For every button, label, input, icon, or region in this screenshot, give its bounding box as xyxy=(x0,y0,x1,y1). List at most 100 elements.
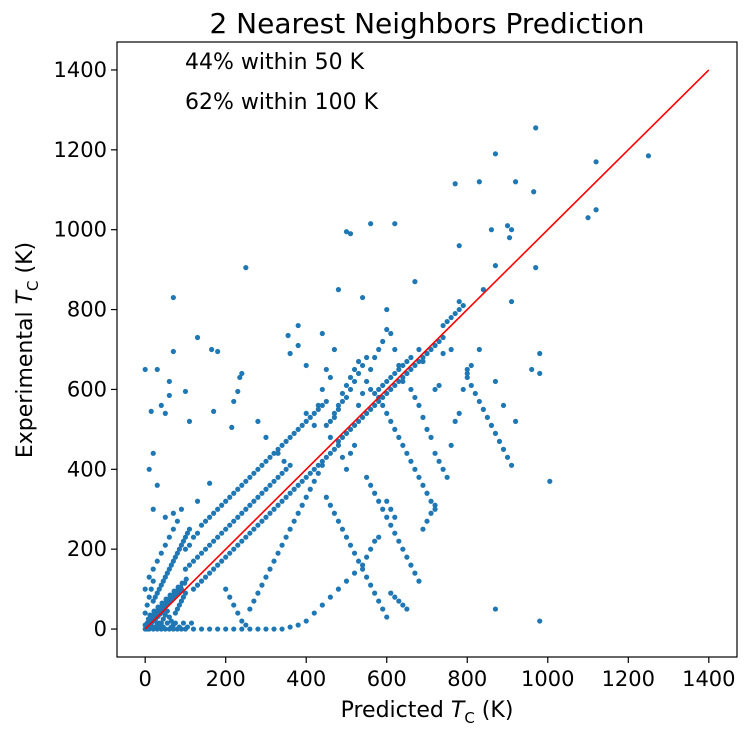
data-point xyxy=(271,506,277,512)
x-tick-label: 1400 xyxy=(682,667,735,691)
data-point xyxy=(335,518,342,524)
data-point xyxy=(388,374,394,381)
data-point xyxy=(472,390,478,397)
data-point xyxy=(275,550,281,556)
data-point xyxy=(303,418,309,424)
data-point xyxy=(215,562,221,568)
data-point xyxy=(436,382,442,389)
data-point xyxy=(211,408,217,414)
y-tick-label: 1400 xyxy=(54,58,107,82)
data-point xyxy=(335,438,342,444)
data-point xyxy=(384,498,390,504)
data-point xyxy=(347,374,354,381)
data-point xyxy=(315,470,321,476)
data-point xyxy=(424,350,430,357)
data-point xyxy=(152,624,158,630)
data-point xyxy=(432,342,438,349)
data-point xyxy=(359,294,366,301)
data-point xyxy=(271,450,277,456)
y-axis-title-subscript: C xyxy=(24,280,42,290)
data-point xyxy=(235,388,241,395)
data-point xyxy=(436,458,442,464)
data-point xyxy=(285,332,291,339)
data-point xyxy=(424,518,430,524)
data-point xyxy=(529,366,535,373)
data-point xyxy=(174,606,180,612)
data-point xyxy=(384,390,390,397)
data-point xyxy=(148,586,154,592)
data-point xyxy=(215,534,221,540)
data-point xyxy=(299,502,305,508)
data-point xyxy=(186,418,193,424)
data-point xyxy=(368,546,374,552)
data-point xyxy=(275,450,281,456)
data-point xyxy=(388,506,394,512)
data-point xyxy=(295,342,301,349)
data-point xyxy=(347,386,354,393)
data-point xyxy=(194,554,201,560)
x-tick-label: 1000 xyxy=(521,667,574,691)
data-point xyxy=(392,346,398,353)
data-point xyxy=(158,402,164,409)
data-point xyxy=(392,382,398,389)
data-point xyxy=(150,450,156,456)
data-point xyxy=(376,498,382,504)
data-point xyxy=(351,366,358,373)
data-point xyxy=(364,378,370,385)
data-point xyxy=(186,526,193,532)
data-point xyxy=(172,610,178,616)
data-point xyxy=(295,622,301,628)
data-point xyxy=(145,616,151,622)
data-point xyxy=(267,566,273,572)
data-point xyxy=(408,562,414,568)
data-point xyxy=(428,346,434,353)
data-point xyxy=(170,510,176,516)
data-point xyxy=(247,626,253,632)
data-point xyxy=(412,279,418,285)
data-point xyxy=(428,510,434,516)
data-point xyxy=(480,287,486,293)
data-point xyxy=(231,626,237,632)
data-point xyxy=(156,586,162,592)
data-point xyxy=(368,582,374,588)
data-point xyxy=(448,442,454,448)
y-tick-label: 0 xyxy=(94,617,107,641)
data-point xyxy=(237,374,243,381)
data-point xyxy=(323,454,329,460)
data-point xyxy=(311,610,317,616)
data-point xyxy=(219,502,225,508)
y-tick-label: 1000 xyxy=(54,218,107,242)
data-point xyxy=(537,370,543,377)
data-point xyxy=(239,482,245,488)
data-point xyxy=(184,530,191,536)
data-point xyxy=(343,382,350,389)
data-point xyxy=(170,558,176,564)
data-point xyxy=(364,474,370,480)
data-point xyxy=(343,394,350,401)
data-point xyxy=(392,426,398,432)
data-point xyxy=(533,265,539,271)
data-point xyxy=(229,424,235,430)
data-point xyxy=(223,526,229,532)
data-point xyxy=(303,474,309,480)
data-point xyxy=(259,582,265,588)
data-point xyxy=(168,562,174,568)
data-point xyxy=(593,159,599,165)
data-point xyxy=(202,574,209,580)
data-point xyxy=(144,602,150,608)
data-point xyxy=(148,408,154,414)
data-point xyxy=(149,612,156,618)
data-point xyxy=(376,386,382,393)
data-point xyxy=(154,482,160,488)
data-point xyxy=(146,574,152,580)
data-point xyxy=(384,378,390,385)
data-point xyxy=(235,486,241,492)
data-point xyxy=(432,506,438,512)
data-point xyxy=(372,490,378,496)
data-point xyxy=(176,624,182,630)
data-point xyxy=(392,370,398,377)
data-point xyxy=(404,450,410,456)
data-point xyxy=(376,398,382,405)
data-point xyxy=(283,494,289,500)
data-point xyxy=(428,434,434,440)
